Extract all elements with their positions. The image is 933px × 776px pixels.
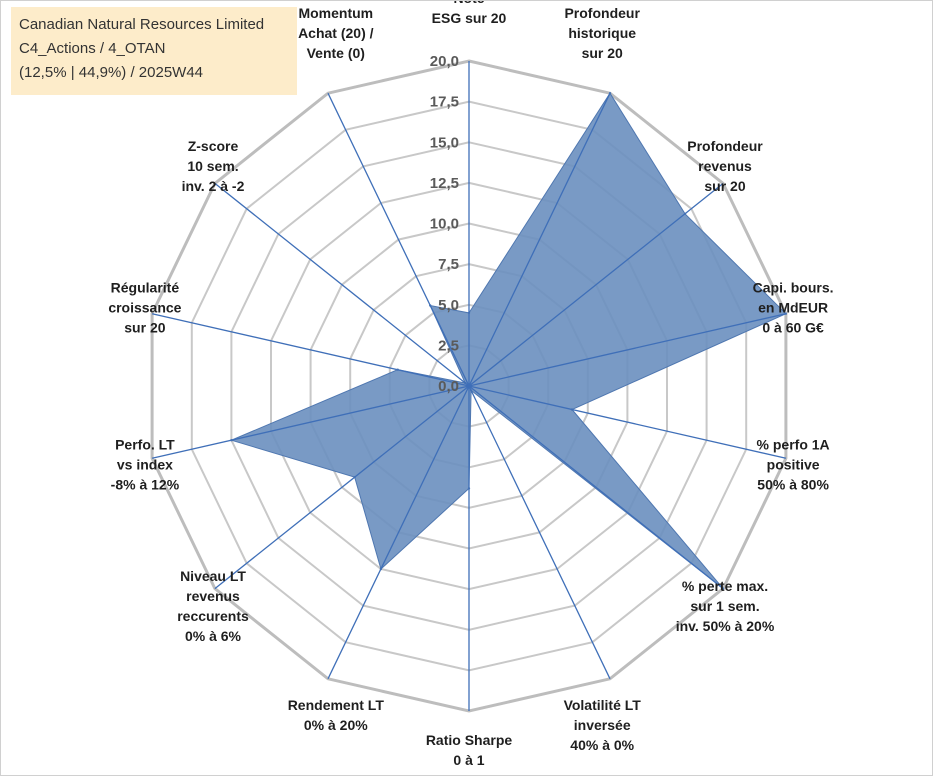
tick-label: 5,0	[438, 297, 459, 314]
axis-label-12: 10 sem.	[187, 158, 238, 174]
axis-label-4: 50% à 80%	[757, 477, 829, 493]
axis-label-10: vs index	[117, 457, 173, 473]
axis-label-3: Capi. bours.	[753, 280, 834, 296]
axis-label-2: Profondeur	[687, 138, 763, 154]
tick-label: 17,5	[430, 94, 459, 111]
axis-label-9: Niveau LT	[180, 568, 246, 584]
axis-spoke-13	[327, 92, 470, 387]
axis-label-1: sur 20	[582, 45, 623, 61]
axis-label-6: 40% à 0%	[570, 737, 634, 753]
axis-spoke-9	[214, 385, 470, 590]
axis-label-13: Momentum	[298, 5, 373, 21]
info-box: Canadian Natural Resources Limited C4_Ac…	[11, 7, 297, 95]
axis-label-13: Vente (0)	[307, 45, 365, 61]
axis-label-3: en MdEUR	[758, 300, 828, 316]
axis-label-10: -8% à 12%	[111, 477, 180, 493]
portfolio-path: C4_Actions / 4_OTAN	[19, 40, 166, 57]
tick-label: 15,0	[430, 134, 459, 151]
axis-label-4: % perfo 1A	[757, 437, 830, 453]
axis-label-11: croissance	[108, 300, 181, 316]
axis-label-0: ESG sur 20	[432, 10, 507, 26]
axis-label-9: 0% à 6%	[185, 628, 242, 644]
axis-label-2: revenus	[698, 158, 752, 174]
axis-spoke-3	[468, 313, 787, 387]
portfolio-stats: (12,5% | 44,9%) / 2025W44	[19, 64, 203, 81]
axis-label-5: inv. 50% à 20%	[676, 618, 775, 634]
axis-label-5: % perte max.	[682, 578, 768, 594]
tick-label: 10,0	[430, 216, 459, 233]
axis-spoke-11	[151, 313, 470, 387]
axis-label-10: Perfo. LT	[115, 437, 175, 453]
axis-spoke-1	[468, 92, 611, 387]
company-name: Canadian Natural Resources Limited	[19, 16, 265, 33]
axis-label-9: reccurents	[177, 608, 249, 624]
axis-label-3: 0 à 60 G€	[762, 320, 824, 336]
axis-label-7: 0 à 1	[453, 752, 484, 768]
axis-label-6: Volatilité LT	[564, 697, 642, 713]
axis-label-11: Régularité	[111, 280, 180, 296]
axis-spoke-2	[468, 182, 724, 387]
axis-label-5: sur 1 sem.	[690, 598, 759, 614]
axis-label-11: sur 20	[124, 320, 165, 336]
axis-label-12: Z-score	[188, 138, 239, 154]
axis-label-1: historique	[568, 25, 636, 41]
axis-label-7: Ratio Sharpe	[426, 732, 513, 748]
axis-spoke-10	[151, 385, 470, 459]
tick-label: 0,0	[438, 378, 459, 395]
axis-label-1: Profondeur	[564, 5, 640, 21]
axis-spoke-12	[214, 182, 470, 387]
tick-label: 2,5	[438, 337, 459, 354]
axis-label-2: sur 20	[704, 178, 745, 194]
axis-spoke-6	[468, 385, 611, 680]
tick-label: 20,0	[430, 53, 459, 70]
axis-label-9: revenus	[186, 588, 240, 604]
axis-spoke-8	[327, 385, 470, 680]
axis-label-13: Achat (20) /	[298, 25, 374, 41]
axis-label-12: inv. 2 à -2	[182, 178, 245, 194]
axis-label-8: Rendement LT	[288, 697, 385, 713]
axis-spoke-5	[468, 385, 724, 590]
axis-label-4: positive	[767, 457, 820, 473]
axis-label-0: Note	[453, 1, 484, 6]
axis-label-8: 0% à 20%	[304, 717, 368, 733]
axis-spoke-4	[468, 385, 787, 459]
tick-label: 7,5	[438, 256, 459, 273]
axis-label-6: inversée	[574, 717, 631, 733]
tick-label: 12,5	[430, 175, 459, 192]
